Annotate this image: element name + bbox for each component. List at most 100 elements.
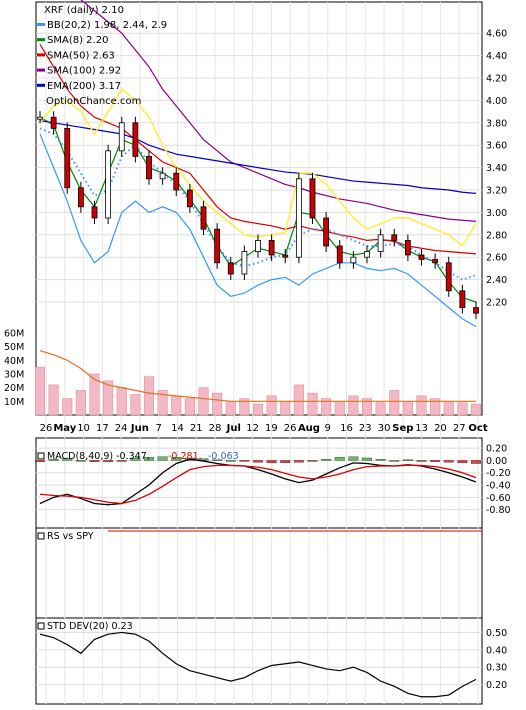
volume-bar (239, 398, 250, 416)
volume-bar (62, 398, 73, 416)
legend-label: EMA(200) 3.17 (47, 81, 121, 92)
macd-histogram-bar (157, 456, 168, 461)
volume-bar (34, 366, 46, 416)
legend-label: SMA(100) 2.92 (47, 66, 121, 77)
macd-histogram-bar (471, 460, 481, 464)
x-tick-label: 13 (415, 423, 428, 434)
volume-bar (89, 373, 100, 416)
price-candle (118, 122, 125, 152)
macd-histogram-bar (443, 460, 454, 463)
price-candle (350, 256, 357, 264)
macd-histogram-bar (334, 457, 345, 461)
x-tick-label: 19 (265, 423, 278, 434)
macd-histogram-bar (307, 460, 318, 462)
x-tick-label: May (53, 423, 76, 434)
stddev-legend-box (37, 622, 45, 630)
price-candle (214, 228, 221, 264)
macd-tick-label: -0.40 (486, 481, 511, 492)
volume-bar (157, 390, 168, 416)
volume-bar (430, 398, 441, 416)
legend-label: SMA(8) 2.20 (47, 35, 108, 46)
macd-histogram-bar (253, 460, 263, 463)
price-candle (64, 127, 71, 189)
macd-histogram-bar (293, 460, 304, 463)
overlay-line (39, 119, 477, 194)
price-candle (241, 251, 248, 275)
price-tick-label: 4.60 (486, 29, 507, 40)
x-tick-label: Oct (468, 423, 487, 434)
volume-bar (143, 376, 155, 416)
x-tick-label: 10 (77, 423, 90, 434)
volume-bar (389, 390, 400, 416)
price-candle (227, 262, 234, 275)
volume-bar (375, 402, 386, 416)
macd-histogram-bar (144, 457, 154, 461)
volume-bar (361, 398, 373, 416)
price-candle (445, 262, 452, 292)
price-candle (173, 172, 180, 191)
price-candle (323, 217, 330, 247)
price-tick-label: 3.20 (486, 186, 507, 197)
macd-tick-label: -0.60 (486, 493, 511, 504)
volume-bar (321, 398, 332, 416)
price-candle (186, 189, 193, 208)
price-tick-label: 3.80 (486, 118, 507, 129)
price-candle (295, 178, 302, 258)
macd-histogram-bar (362, 457, 372, 461)
x-tick-label: Jul (226, 423, 241, 434)
macd-histogram-bar (375, 459, 386, 461)
volume-bar (334, 401, 345, 416)
macd-histogram-bar (389, 460, 400, 462)
price-candle (377, 234, 384, 253)
x-tick-label: 14 (171, 423, 184, 434)
macd-histogram-bar (430, 460, 441, 462)
x-tick-label: 20 (434, 423, 447, 434)
macd-histogram-bar (62, 458, 73, 461)
macd-hist-value: -0.063 (208, 451, 239, 462)
x-tick-label: Sep (392, 423, 413, 434)
macd-tick-label: -0.80 (486, 505, 511, 516)
x-tick-label: 7 (156, 423, 162, 434)
volume-bar (266, 395, 277, 416)
price-candle (255, 239, 261, 252)
price-tick-label: 3.00 (486, 208, 507, 219)
price-panel (35, 1, 483, 416)
stddev-line (39, 631, 477, 698)
volume-bar (293, 384, 304, 416)
macd-histogram-bar (266, 460, 277, 464)
price-candle (432, 259, 439, 264)
stddev-tick-label: 0.40 (486, 645, 507, 656)
rs-legend-box (37, 532, 45, 540)
rs-panel (35, 527, 483, 619)
watermark: OptionChance.com (46, 96, 141, 107)
volume-bar (348, 395, 359, 416)
volume-bar (130, 394, 141, 416)
price-candle (459, 290, 466, 308)
volume-tick-label: 20M (4, 383, 24, 394)
stddev-tick-label: 0.30 (486, 663, 507, 674)
price-candle (132, 122, 139, 157)
macd-histogram-bar (212, 459, 223, 461)
volume-tick-label: 30M (4, 369, 24, 380)
macd-line (39, 464, 477, 505)
macd-tick-label: 0.00 (486, 456, 507, 467)
volume-bar (470, 403, 482, 416)
macd-histogram-bar (89, 460, 100, 462)
volume-bar (75, 390, 86, 416)
price-candle (146, 155, 152, 180)
stddev-tick-label: 0.50 (486, 628, 507, 639)
overlay-line (39, 133, 477, 328)
price-tick-label: 3.60 (486, 141, 507, 152)
macd-panel (35, 437, 483, 529)
price-candle (50, 116, 57, 129)
price-tick-label: 2.60 (486, 253, 507, 264)
x-tick-label: 27 (453, 423, 466, 434)
overlay-line (80, 0, 477, 222)
legend-label: SMA(50) 2.63 (47, 50, 115, 61)
macd-histogram-bar (48, 459, 59, 461)
legend-label: BB(20,2) 1.98, 2.44, 2.9 (47, 20, 167, 31)
volume-bar (457, 402, 468, 416)
price-tick-label: 4.40 (486, 51, 507, 62)
macd-histogram-bar (225, 460, 236, 462)
